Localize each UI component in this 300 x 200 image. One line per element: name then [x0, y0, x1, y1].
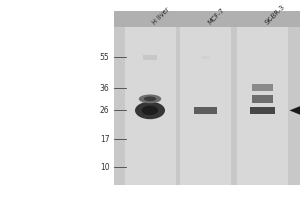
Ellipse shape — [139, 94, 161, 103]
Ellipse shape — [135, 102, 165, 119]
Bar — [194, 107, 217, 114]
Bar — [114, 27, 300, 185]
Text: 55: 55 — [100, 53, 110, 62]
Text: 36: 36 — [100, 84, 110, 93]
Bar — [252, 95, 273, 103]
Bar — [143, 55, 157, 60]
Text: 17: 17 — [100, 135, 110, 144]
Bar — [201, 56, 210, 59]
Bar — [180, 27, 231, 185]
Text: MCF-7: MCF-7 — [207, 7, 226, 26]
Text: SK-BR-3: SK-BR-3 — [264, 4, 286, 26]
Bar — [250, 107, 275, 114]
Bar — [124, 27, 176, 185]
Polygon shape — [290, 103, 300, 118]
Bar — [201, 166, 210, 169]
Text: 26: 26 — [100, 106, 110, 115]
Bar — [252, 84, 273, 91]
Text: H liver: H liver — [152, 6, 171, 26]
Text: 10: 10 — [100, 163, 110, 172]
Bar — [237, 27, 288, 185]
Ellipse shape — [144, 96, 156, 101]
Ellipse shape — [142, 106, 158, 115]
Bar — [258, 56, 267, 59]
Bar — [114, 11, 300, 27]
